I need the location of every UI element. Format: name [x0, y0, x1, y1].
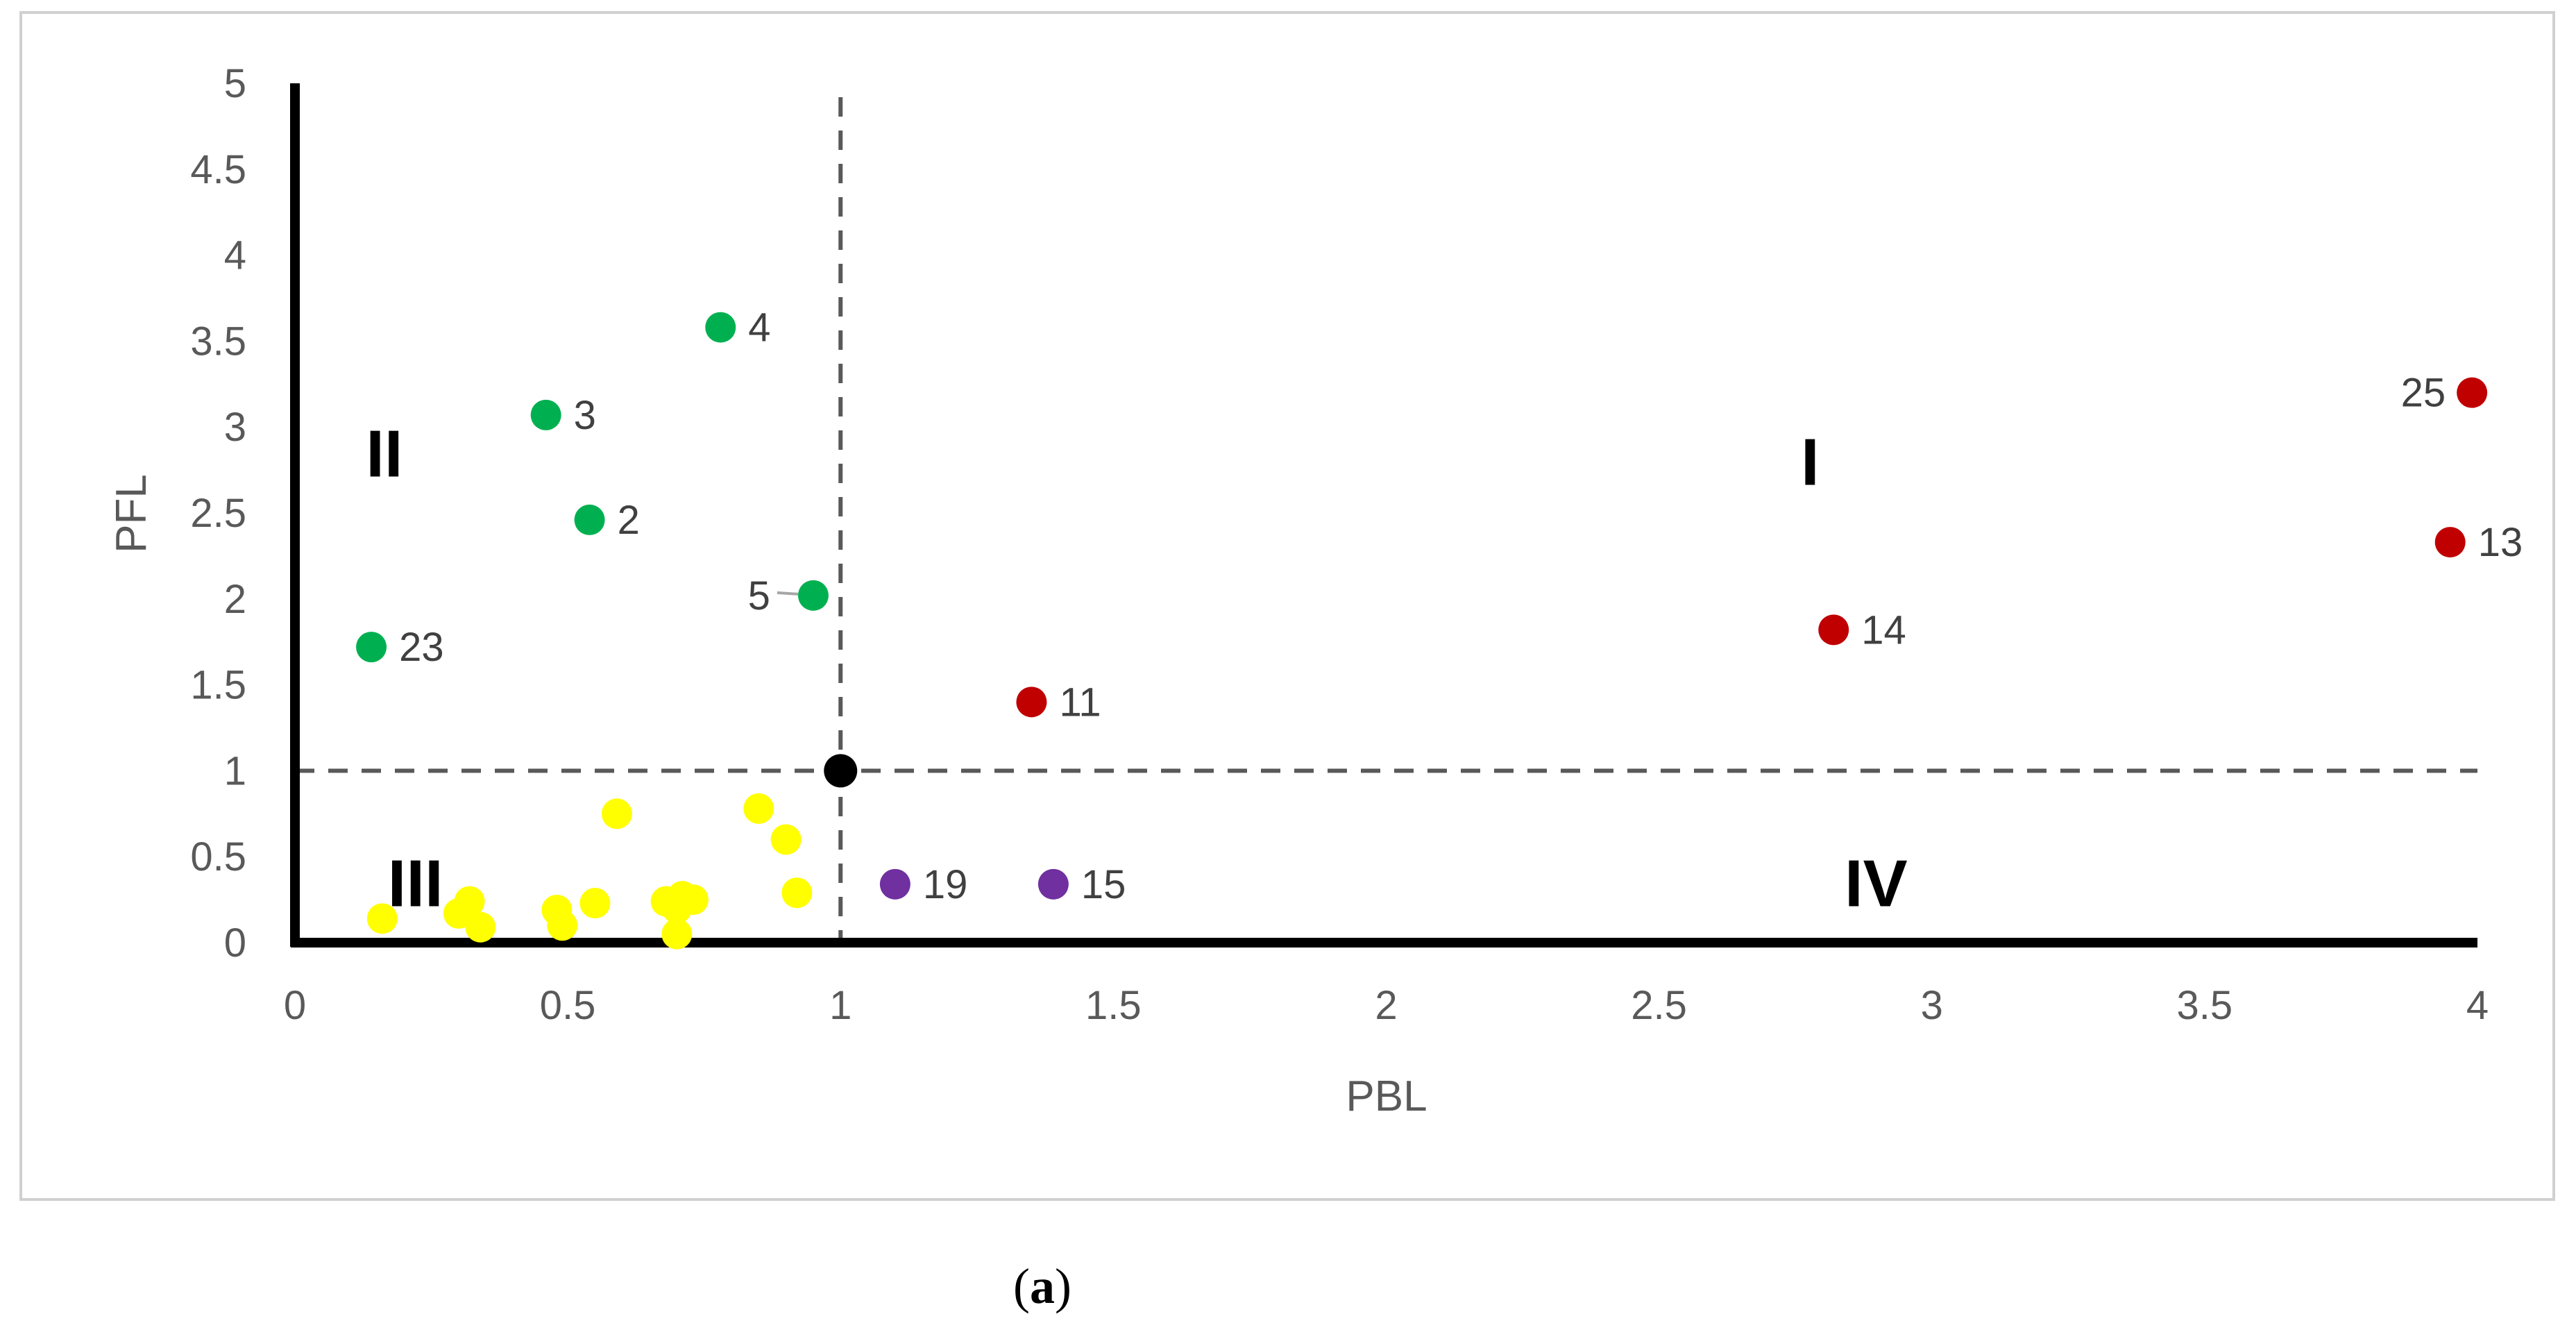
data-point — [781, 877, 813, 909]
y-tick-label: 2.5 — [190, 491, 246, 536]
data-label: 13 — [2478, 520, 2523, 565]
y-tick-label: 1 — [224, 748, 246, 793]
quadrant-label: IV — [1845, 846, 1908, 920]
x-tick-label: 0.5 — [540, 983, 596, 1028]
data-point — [770, 824, 802, 855]
x-tick-label: 4 — [2466, 983, 2489, 1028]
reference-lines — [295, 97, 2477, 943]
data-label: 4 — [748, 305, 770, 351]
x-tick-label: 1.5 — [1085, 983, 1142, 1028]
x-tick-label: 2.5 — [1631, 983, 1687, 1028]
data-point — [579, 888, 611, 919]
data-point — [547, 910, 578, 941]
x-tick-label: 1 — [829, 983, 851, 1028]
data-point — [879, 868, 910, 900]
data-point — [530, 399, 561, 430]
quadrant-label: III — [388, 846, 443, 920]
x-tick-label: 2 — [1375, 983, 1397, 1028]
data-label: 25 — [2401, 371, 2446, 416]
data-point — [454, 886, 485, 917]
quadrant-label: II — [366, 416, 402, 491]
leader-line — [777, 591, 799, 596]
y-tick-label: 4 — [224, 233, 246, 278]
data-point — [2434, 527, 2466, 558]
data-point — [366, 903, 398, 934]
data-point — [574, 504, 605, 535]
axes — [290, 83, 2477, 948]
y-tick-label: 4.5 — [190, 147, 246, 192]
x-tick-label: 3 — [1921, 983, 1943, 1028]
data-label: 15 — [1081, 862, 1126, 907]
x-tick-label: 3.5 — [2177, 983, 2233, 1028]
data-point — [743, 793, 774, 824]
data-point — [1818, 614, 1849, 646]
data-label: 14 — [1861, 607, 1906, 652]
figure-caption: (a) — [1013, 1258, 1071, 1314]
data-label: 2 — [618, 498, 640, 543]
data-label: 19 — [923, 862, 968, 907]
x-axis-title: PBL — [1346, 1072, 1427, 1120]
data-label: 11 — [1059, 680, 1101, 725]
caption-letter: a — [1030, 1258, 1055, 1314]
quadrant-label: I — [1801, 426, 1820, 500]
data-point — [705, 312, 736, 343]
y-tick-label: 1.5 — [190, 663, 246, 708]
data-point — [797, 580, 829, 611]
caption-open: ( — [1013, 1258, 1030, 1314]
data-label: 5 — [748, 573, 770, 618]
data-point — [661, 918, 693, 950]
x-tick-label: 0 — [284, 983, 306, 1028]
data-label: 3 — [574, 393, 596, 438]
data-point — [1016, 687, 1047, 718]
y-tick-label: 5 — [224, 61, 246, 106]
y-tick-label: 3.5 — [190, 319, 246, 364]
chart-frame — [19, 11, 2555, 1201]
data-point — [601, 798, 632, 829]
tick-labels: 0 0.5 1 1.5 2 2.5 3 3.5 4 0 0.5 1 1.5 2 2.5 3 3.5 4 4.5 5 — [190, 61, 2489, 1028]
data-points — [356, 312, 2488, 950]
caption-close: ) — [1055, 1258, 1071, 1314]
y-tick-label: 0 — [224, 920, 246, 966]
y-tick-label: 2 — [224, 577, 246, 622]
data-point — [465, 911, 496, 943]
data-point — [2457, 377, 2488, 408]
y-tick-label: 0.5 — [190, 834, 246, 879]
data-point — [356, 632, 387, 663]
data-point — [661, 893, 693, 924]
reference-point — [824, 754, 858, 788]
y-tick-label: 3 — [224, 405, 246, 450]
y-axis-title: PFL — [108, 474, 155, 553]
data-point — [1037, 868, 1069, 900]
data-label: 23 — [399, 625, 444, 670]
